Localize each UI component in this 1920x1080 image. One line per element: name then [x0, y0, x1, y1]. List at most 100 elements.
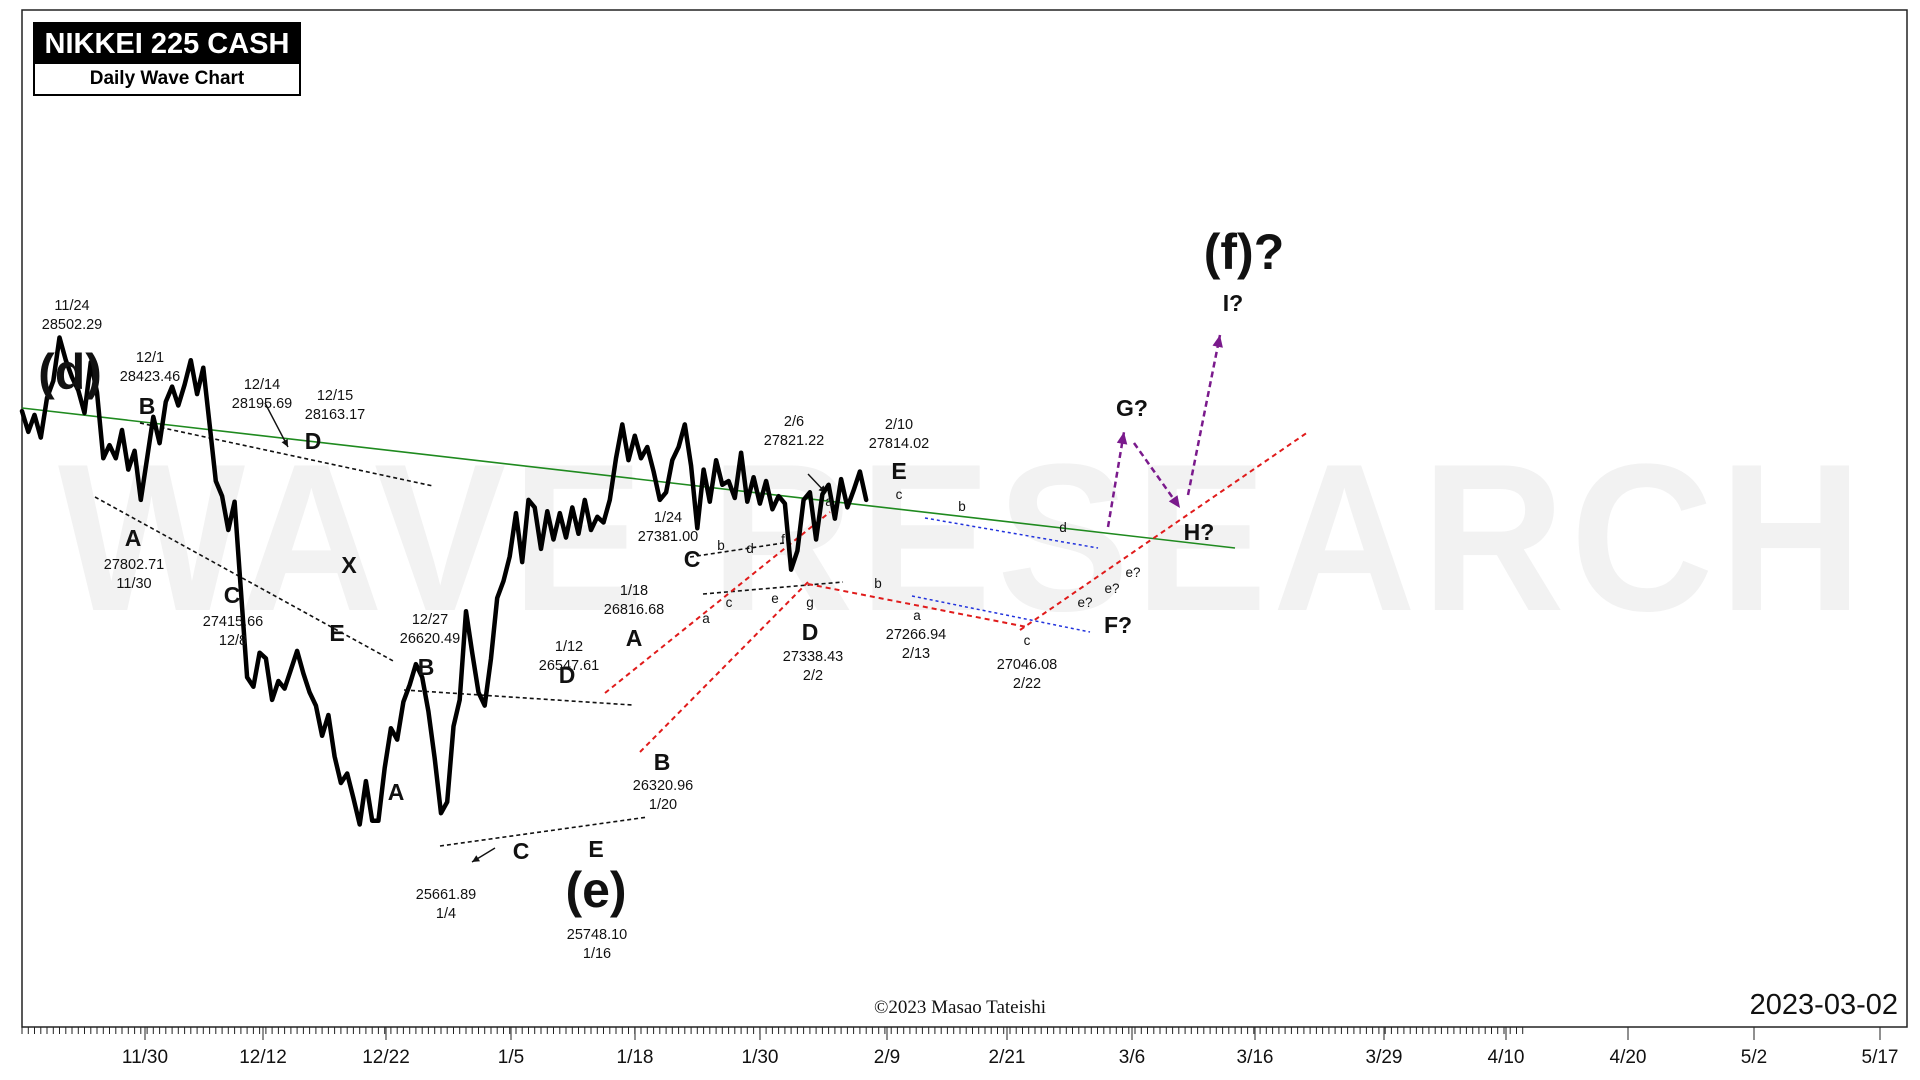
wave-label-c_b: b — [717, 538, 725, 553]
annotation-d12_8-value: 27415.66 — [203, 614, 263, 630]
annotation-d12_27-value: 26620.49 — [400, 631, 460, 647]
projection-to-H-head — [1168, 495, 1180, 508]
annotation-d2_22-value: 27046.08 — [997, 657, 1057, 673]
projection-paths — [1106, 334, 1223, 528]
annotation-d11_24-value: 28502.29 — [42, 317, 102, 333]
annotation-d12_15-date: 12/15 — [317, 388, 353, 404]
wave-label-c_g: g — [806, 595, 814, 610]
wave-label-E3: E — [891, 458, 906, 484]
wave-labels: (d) (e) (f)? B A C D X E A B C D E A B C D E F? G? H? I? b c d e f g… — [38, 224, 1284, 918]
price-line — [19, 335, 869, 827]
annotation-d12_15-value: 28163.17 — [305, 407, 365, 423]
x-tick-label: 4/10 — [1488, 1047, 1525, 1068]
watermark: WAVE RESEARCH — [58, 420, 1868, 655]
annotation-d1_24-value: 27381.00 — [638, 529, 698, 545]
x-tick-label: 11/30 — [122, 1047, 168, 1068]
chart-title: NIKKEI 225 CASH — [35, 24, 299, 64]
title-box: NIKKEI 225 CASH Daily Wave Chart — [33, 22, 301, 96]
annotation-d2_13-date: 2/13 — [902, 646, 930, 662]
wave-label-e_e2a: e? — [1125, 565, 1140, 580]
wave-label-c_a: a — [702, 611, 710, 626]
projection-to-I-head — [1212, 335, 1223, 348]
wave-label-E2: E — [588, 836, 603, 862]
wave-label-A2: A — [388, 779, 405, 805]
guide-line-3 — [403, 689, 633, 706]
wave-label-C2: C — [513, 838, 530, 864]
wave-label-B2: B — [418, 654, 435, 680]
wave-label-G3: G? — [1116, 395, 1148, 421]
x-tick-label: 5/2 — [1741, 1047, 1767, 1068]
annotation-d1_18-value: 26816.68 — [604, 602, 664, 618]
arrow-12-14-head — [281, 439, 288, 447]
wave-label-C1: C — [224, 582, 241, 608]
annotation-d2_2-date: 2/2 — [803, 668, 823, 684]
guide-line-1 — [139, 422, 434, 487]
red-channel-2 — [639, 579, 811, 753]
annotation-d2_2-value: 27338.43 — [783, 649, 843, 665]
red-channel-3 — [807, 583, 1028, 628]
annotation-d12_27-date: 12/27 — [412, 612, 448, 628]
wave-label-X1: X — [341, 552, 357, 578]
annotation-d12_1-date: 12/1 — [136, 350, 164, 366]
annotation-d11_30-date: 11/30 — [116, 576, 151, 592]
x-tick-label: 1/30 — [742, 1047, 779, 1068]
wave-label-c_c: c — [726, 595, 733, 610]
plot-frame — [21, 9, 1908, 1028]
annotation-d1_18-date: 1/18 — [620, 583, 648, 599]
guide-line-6 — [702, 581, 844, 595]
wave-label-e_a: a — [825, 494, 833, 509]
annotation-d12_1-value: 28423.46 — [120, 369, 180, 385]
projection-to-H — [1132, 442, 1182, 509]
wave-label-c_f: f — [781, 532, 785, 547]
annotation-d2_13-value: 27266.94 — [886, 627, 946, 643]
arrow-1-4-head — [472, 855, 480, 862]
projection-to-G-head — [1116, 432, 1128, 445]
x-tick-label: 3/29 — [1366, 1047, 1403, 1068]
x-tick-label: 4/20 — [1610, 1047, 1647, 1068]
annotation-d2_10-value: 27814.02 — [869, 436, 929, 452]
annotation-d1_16-date: 1/16 — [583, 946, 611, 962]
wave-label-D3: D — [802, 619, 819, 645]
annotation-d1_12-value: 26547.61 — [539, 658, 599, 674]
wave-label-e_e2b: e? — [1104, 581, 1119, 596]
wave-label-I3: I? — [1223, 290, 1243, 316]
wave-label-c_d: d — [746, 541, 754, 556]
annotation-d11_24-date: 11/24 — [54, 298, 89, 314]
wave-label-e_b2: b — [958, 499, 966, 514]
projection-to-I — [1186, 334, 1222, 496]
wave-label-C3: C — [684, 546, 701, 572]
annotation-d2_10-date: 2/10 — [885, 417, 913, 433]
wave-label-e_d2: d — [1059, 520, 1067, 535]
annotation-d1_12-date: 1/12 — [555, 639, 583, 655]
x-tick-label: 2/21 — [989, 1047, 1026, 1068]
wave-label-H3: H? — [1184, 519, 1215, 545]
x-axis: 11/30 12/12 12/22 1/5 1/18 1/30 2/9 2/21 3/6 3/16… — [21, 1026, 1907, 1068]
wave-label-e_e2c: e? — [1077, 595, 1092, 610]
main-downtrend-line — [21, 407, 1236, 549]
wave-label-d_big: (d) — [38, 344, 102, 400]
wave-label-B1: B — [139, 393, 156, 419]
annotation-d1_24-date: 1/24 — [654, 510, 682, 526]
annotation-d12_14-date: 12/14 — [244, 377, 280, 393]
x-tick-label: 1/5 — [498, 1047, 524, 1068]
wave-label-F3: F? — [1104, 612, 1132, 638]
wave-label-B3: B — [654, 749, 671, 775]
annotation-d1_16-value: 25748.10 — [567, 927, 627, 943]
x-tick-label: 3/6 — [1119, 1047, 1145, 1068]
annotation-d1_4-value: 25661.89 — [416, 887, 476, 903]
price-annotations: 11/24 28502.29 12/1 28423.46 12/14 28195.69 12… — [42, 298, 1057, 962]
wave-label-A3: A — [626, 625, 643, 651]
copyright: ©2023 Masao Tateishi — [874, 997, 1046, 1018]
annotation-d2_6-date: 2/6 — [784, 414, 804, 430]
x-tick-label: 2/9 — [874, 1047, 900, 1068]
wave-label-A1: A — [125, 525, 142, 551]
annotation-d2_22-date: 2/22 — [1013, 676, 1041, 692]
wave-label-c_e: e — [771, 591, 779, 606]
red-channel-4 — [1019, 431, 1309, 631]
x-tick-label: 1/18 — [617, 1047, 654, 1068]
wave-label-D2: D — [559, 662, 576, 688]
arrow-12-14 — [264, 402, 289, 448]
wave-label-e_c2: c — [1024, 633, 1031, 648]
